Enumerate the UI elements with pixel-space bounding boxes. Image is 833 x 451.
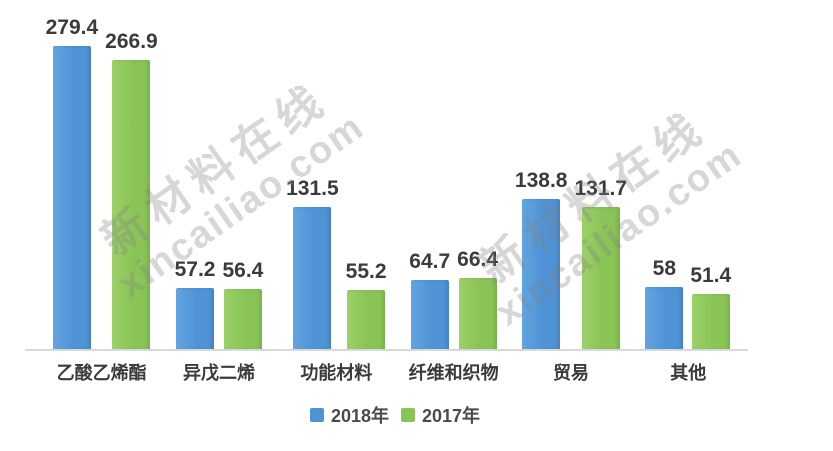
bar-value-label: 66.4 — [457, 248, 499, 271]
bar-2017年 — [691, 294, 730, 350]
legend-label: 2017年 — [422, 406, 481, 426]
bar-value-label: 131.7 — [574, 177, 628, 200]
bar-value-label: 138.8 — [514, 169, 568, 192]
category-label: 乙酸乙烯酯 — [56, 363, 147, 383]
bar-pair: 131.5 55.2 — [286, 177, 387, 350]
bar-column: 51.4 — [690, 264, 731, 350]
bar-2018年 — [293, 207, 332, 350]
bar-value-label: 266.9 — [105, 30, 158, 53]
bar-2017年 — [347, 290, 386, 350]
legend-swatch-icon — [309, 408, 324, 422]
bar-column: 56.4 — [222, 259, 263, 350]
bar-2018年 — [410, 280, 449, 350]
bar-column: 66.4 — [457, 248, 498, 350]
bar-column: 64.7 — [409, 250, 450, 350]
category-label: 贸易 — [552, 363, 589, 383]
bar-value-label: 55.2 — [345, 260, 387, 283]
x-axis-line — [25, 349, 748, 351]
legend-item-2018年: 2018年 — [309, 402, 389, 428]
bar-pair: 58 51.4 — [645, 257, 731, 350]
bar-column: 131.5 — [286, 177, 339, 350]
category-label: 纤维和织物 — [408, 363, 499, 383]
legend-label: 2018年 — [330, 406, 389, 426]
bar-value-label: 57.2 — [174, 258, 216, 281]
bar-group: 138.8 131.7 贸易 — [512, 0, 629, 383]
category-label: 异戊二烯 — [182, 363, 255, 383]
bar-group: 64.7 66.4 纤维和织物 — [395, 0, 512, 383]
bar-2018年 — [176, 288, 215, 350]
bar-group: 57.2 56.4 异戊二烯 — [160, 0, 277, 383]
bar-value-label: 64.7 — [409, 250, 451, 273]
bar-2017年 — [458, 278, 497, 350]
legend: 2018年 2017年 — [43, 402, 747, 428]
bar-value-label: 58 — [652, 257, 677, 280]
bar-2018年 — [52, 46, 91, 350]
category-label: 功能材料 — [300, 363, 373, 383]
bar-pair: 138.8 131.7 — [515, 169, 627, 350]
bar-2017年 — [112, 60, 151, 350]
bar-value-label: 51.4 — [690, 264, 732, 287]
category-label: 其他 — [670, 363, 707, 383]
bar-column: 58 — [645, 257, 684, 350]
bar-value-label: 279.4 — [45, 16, 99, 39]
bar-pair: 64.7 66.4 — [409, 248, 498, 350]
legend-swatch-icon — [401, 408, 415, 422]
bar-column: 266.9 — [105, 30, 158, 350]
bar-column: 55.2 — [346, 260, 387, 350]
bar-column: 57.2 — [174, 258, 216, 350]
bar-2017年 — [223, 289, 262, 350]
bar-2018年 — [522, 199, 561, 350]
bar-pair: 57.2 56.4 — [174, 258, 263, 350]
bar-value-label: 56.4 — [222, 259, 264, 282]
legend-item-2017年: 2017年 — [401, 402, 480, 428]
bar-column: 138.8 — [514, 169, 568, 350]
bar-group: 58 51.4 其他 — [630, 0, 747, 383]
bar-pair: 279.4 266.9 — [46, 16, 158, 350]
bar-column: 279.4 — [45, 16, 99, 350]
bar-group: 279.4 266.9 乙酸乙烯酯 — [43, 0, 160, 383]
bar-2017年 — [581, 207, 620, 350]
bar-2018年 — [645, 287, 684, 350]
bar-value-label: 131.5 — [286, 177, 339, 200]
bar-column: 131.7 — [574, 177, 627, 350]
bar-group: 131.5 55.2 功能材料 — [278, 0, 395, 383]
plot-area: 279.4 266.9 乙酸乙烯酯 57.2 56.4 异戊二烯 131.5 55.2 功能材料… — [43, 0, 747, 383]
